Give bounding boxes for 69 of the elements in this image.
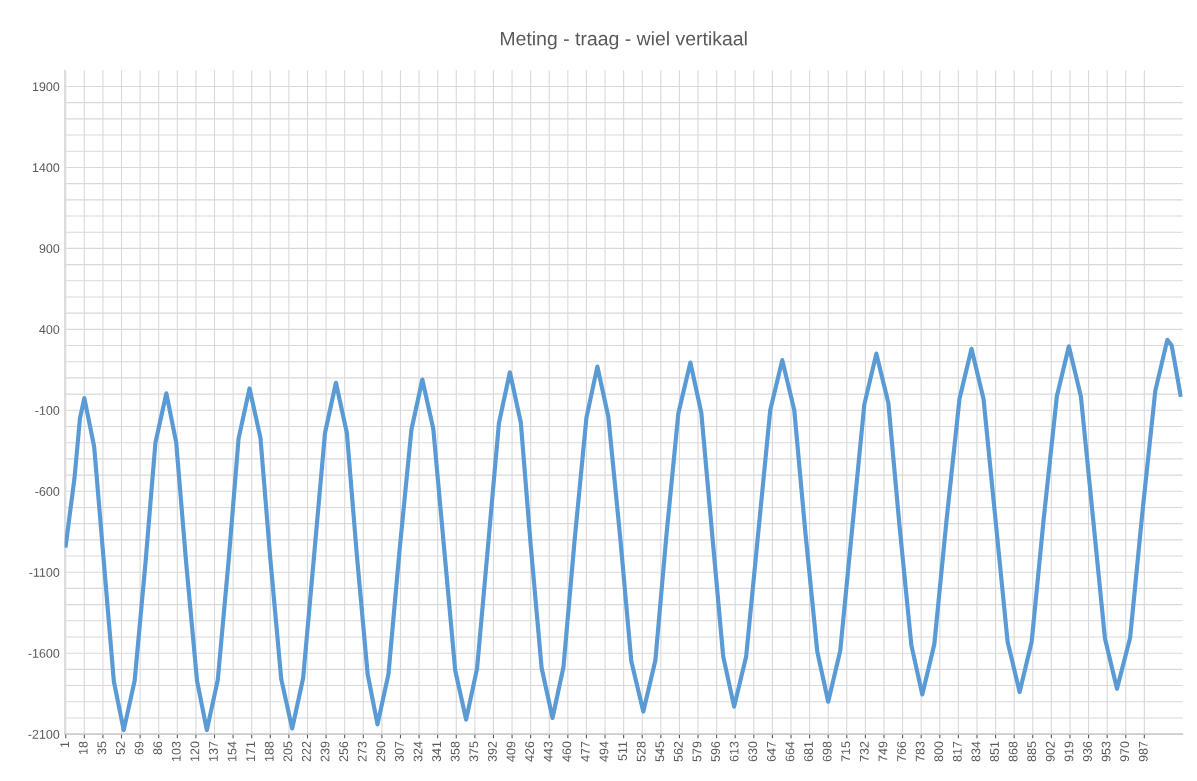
x-tick-label: 749 [878,741,888,762]
x-tick-label: 324 [413,741,423,762]
x-tick-label: 443 [543,741,553,762]
x-tick-label: 664 [785,741,795,762]
y-tick-label: -1600 [28,648,60,658]
x-tick-label: 919 [1064,741,1074,762]
x-tick-label: 936 [1083,741,1092,762]
x-tick-label: 137 [209,741,218,761]
chart-title: Meting - traag - wiel vertikaal [500,31,747,50]
x-tick-label: 307 [394,741,404,762]
x-tick-label: 35 [97,741,107,755]
x-tick-label: 477 [581,741,590,762]
x-tick-label: 222 [301,741,311,762]
x-tick-label: 154 [227,741,237,761]
x-tick-label: 103 [171,741,181,761]
x-tick-label: 18 [78,741,88,755]
x-tick-label: 256 [339,741,349,762]
x-tick-label: 698 [822,741,832,762]
x-tick-label: 630 [748,741,758,762]
x-tick-label: 647 [766,741,776,762]
x-tick-label: 970 [1120,741,1130,762]
x-tick-label: 851 [990,741,999,762]
x-tick-label: 188 [264,741,274,761]
x-tick-label: 205 [283,741,293,762]
x-tick-label: 715 [841,741,851,762]
x-tick-label: 681 [804,741,813,762]
x-tick-label: 86 [153,741,163,755]
x-tick-label: 426 [525,741,535,762]
x-tick-label: 953 [1101,741,1111,762]
x-tick-label: 375 [469,741,479,762]
x-tick-label: 392 [487,741,497,762]
x-tick-label: 834 [971,741,981,762]
y-tick-label: 900 [39,244,60,254]
x-tick-label: 562 [673,741,683,762]
x-tick-label: 52 [116,741,125,755]
x-tick-label: 1 [60,741,69,748]
x-tick-label: 511 [618,741,627,761]
x-tick-label: 528 [636,741,646,762]
y-tick-label: -2100 [28,729,60,739]
x-tick-label: 783 [915,741,925,762]
x-tick-label: 239 [320,741,330,762]
x-tick-label: 732 [859,741,869,762]
x-tick-label: 596 [711,741,720,762]
x-tick-label: 273 [357,741,367,762]
y-tick-label: 1900 [32,82,60,92]
y-tick-label: 1400 [32,163,60,173]
x-tick-label: 817 [952,741,962,762]
x-tick-label: 613 [729,741,739,762]
x-tick-label: 545 [655,741,665,762]
y-tick-label: -1100 [29,568,60,577]
x-tick-label: 494 [599,741,609,762]
x-tick-label: 868 [1008,741,1018,762]
x-tick-label: 171 [246,741,255,761]
x-tick-label: 120 [190,741,200,761]
x-tick-label: 290 [376,741,386,762]
x-tick-label: 885 [1027,741,1037,762]
x-tick-label: 579 [692,741,702,762]
y-tick-label: -600 [35,487,60,496]
x-tick-label: 766 [897,741,906,762]
x-tick-label: 358 [450,741,460,762]
x-tick-label: 460 [562,741,572,762]
x-tick-label: 902 [1045,741,1055,762]
x-tick-label: 800 [934,741,944,762]
x-tick-label: 341 [432,741,442,762]
y-tick-label: -100 [35,406,60,415]
x-tick-label: 409 [506,741,516,762]
x-tick-label: 987 [1138,741,1148,762]
x-tick-label: 69 [134,741,144,755]
y-tick-label: 400 [39,325,60,335]
